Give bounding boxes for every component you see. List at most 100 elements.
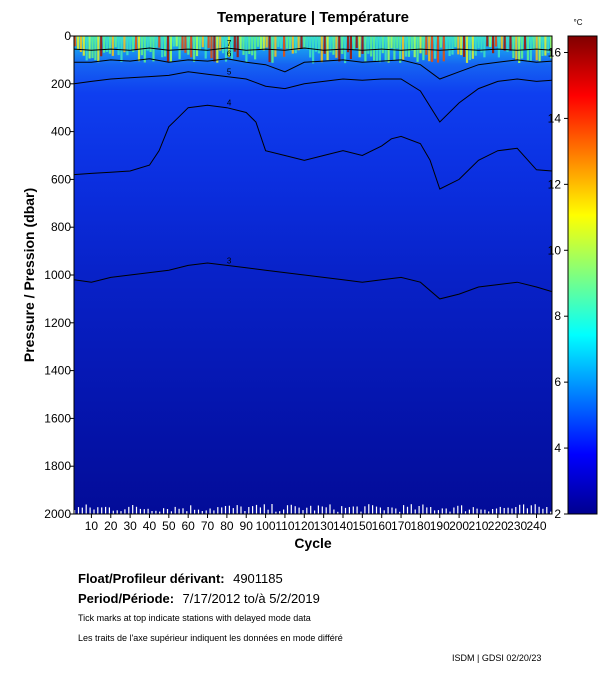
gap-mark <box>333 509 335 514</box>
gap-mark <box>294 506 296 514</box>
y-tick-label: 600 <box>51 172 71 186</box>
x-tick-label: 80 <box>220 519 234 533</box>
gap-mark <box>499 506 501 514</box>
x-tick-label: 50 <box>162 519 176 533</box>
surface-cell <box>129 36 132 52</box>
gap-mark <box>248 507 250 514</box>
surface-cell <box>126 36 129 56</box>
surface-cell <box>419 36 422 54</box>
surface-cell <box>283 36 286 57</box>
surface-cell <box>439 36 442 48</box>
surface-cell <box>251 36 254 56</box>
gap-mark <box>209 508 211 514</box>
gap-mark <box>321 506 323 514</box>
gap-mark <box>461 505 463 514</box>
x-tick-label: 110 <box>275 519 294 533</box>
gap-mark <box>85 504 87 514</box>
x-tick-label: 100 <box>256 519 276 533</box>
surface-cell <box>323 36 326 54</box>
surface-cell <box>309 36 312 58</box>
gap-mark <box>352 506 354 514</box>
colorbar-tick-label: 12 <box>548 177 562 191</box>
gap-mark <box>275 511 277 514</box>
gap-mark <box>120 511 122 514</box>
gap-mark <box>468 509 470 514</box>
surface-cell <box>140 36 143 56</box>
surface-cell <box>123 36 126 53</box>
x-tick-label: 30 <box>123 519 137 533</box>
gap-mark <box>252 506 254 514</box>
plot-area: 7 6 5 4 3 <box>73 35 553 515</box>
gap-mark <box>445 508 447 514</box>
gap-mark <box>271 504 273 514</box>
gap-mark <box>194 509 196 514</box>
gap-mark <box>93 509 95 514</box>
colorbar-tick-label: 16 <box>548 45 562 59</box>
surface-cell <box>425 36 428 55</box>
surface-cell <box>117 36 120 56</box>
surface-cell <box>503 36 506 51</box>
surface-cell <box>111 36 114 56</box>
gap-mark <box>530 505 532 514</box>
gap-mark <box>526 508 528 514</box>
surface-cell <box>201 36 204 48</box>
gap-mark <box>414 509 416 514</box>
gap-mark <box>221 507 223 514</box>
gap-mark <box>290 504 292 514</box>
surface-cell <box>94 36 97 61</box>
surface-cell <box>451 36 454 55</box>
colorbar-tick-label: 6 <box>554 375 561 389</box>
gap-mark <box>217 507 219 514</box>
gap-mark <box>422 504 424 514</box>
surface-cell <box>274 36 277 57</box>
surface-cell <box>364 36 367 62</box>
surface-cell <box>468 36 471 61</box>
gap-mark <box>538 506 540 514</box>
temperature-field <box>74 36 552 514</box>
gap-mark <box>105 506 107 514</box>
gap-mark <box>472 507 474 514</box>
y-tick-label: 1400 <box>44 364 71 378</box>
isotherm-label-3: 3 <box>227 256 232 265</box>
gap-mark <box>147 508 149 514</box>
y-tick-label: 400 <box>51 125 71 139</box>
gap-mark <box>410 504 412 514</box>
gap-mark <box>244 511 246 514</box>
surface-cell <box>187 36 190 55</box>
surface-cell <box>338 36 341 62</box>
colorbar-gradient <box>567 35 598 515</box>
surface-cell <box>367 36 370 54</box>
colorbar-tick-label: 2 <box>554 507 561 521</box>
surface-cell <box>76 36 80 50</box>
x-tick-label: 10 <box>85 519 99 533</box>
note-french: Les traits de l'axe supérieur indiquent … <box>78 633 343 643</box>
surface-cell <box>393 36 396 61</box>
surface-cell <box>233 36 236 52</box>
surface-cell <box>254 36 257 60</box>
surface-cell <box>169 36 172 62</box>
gap-mark <box>224 506 227 514</box>
surface-cell <box>529 36 532 61</box>
surface-cell <box>181 36 184 51</box>
gap-mark <box>240 506 242 514</box>
x-tick-label: 70 <box>201 519 215 533</box>
surface-cell <box>341 36 344 54</box>
surface-cell <box>355 36 358 49</box>
isotherm-3 <box>74 262 552 300</box>
surface-cell <box>317 36 320 54</box>
surface-cell <box>346 36 350 53</box>
gap-mark <box>534 504 536 514</box>
gap-mark <box>108 507 110 514</box>
surface-cell <box>486 36 489 47</box>
gap-mark <box>399 511 401 514</box>
x-tick-label: 60 <box>181 519 195 533</box>
note-english: Tick marks at top indicate stations with… <box>78 613 311 623</box>
surface-cell <box>190 36 193 58</box>
gap-mark <box>464 511 467 514</box>
gap-mark <box>132 505 134 514</box>
isotherm-label-5: 5 <box>227 68 232 77</box>
surface-cell <box>497 36 500 58</box>
gap-mark <box>232 508 234 514</box>
gap-mark <box>170 511 172 514</box>
